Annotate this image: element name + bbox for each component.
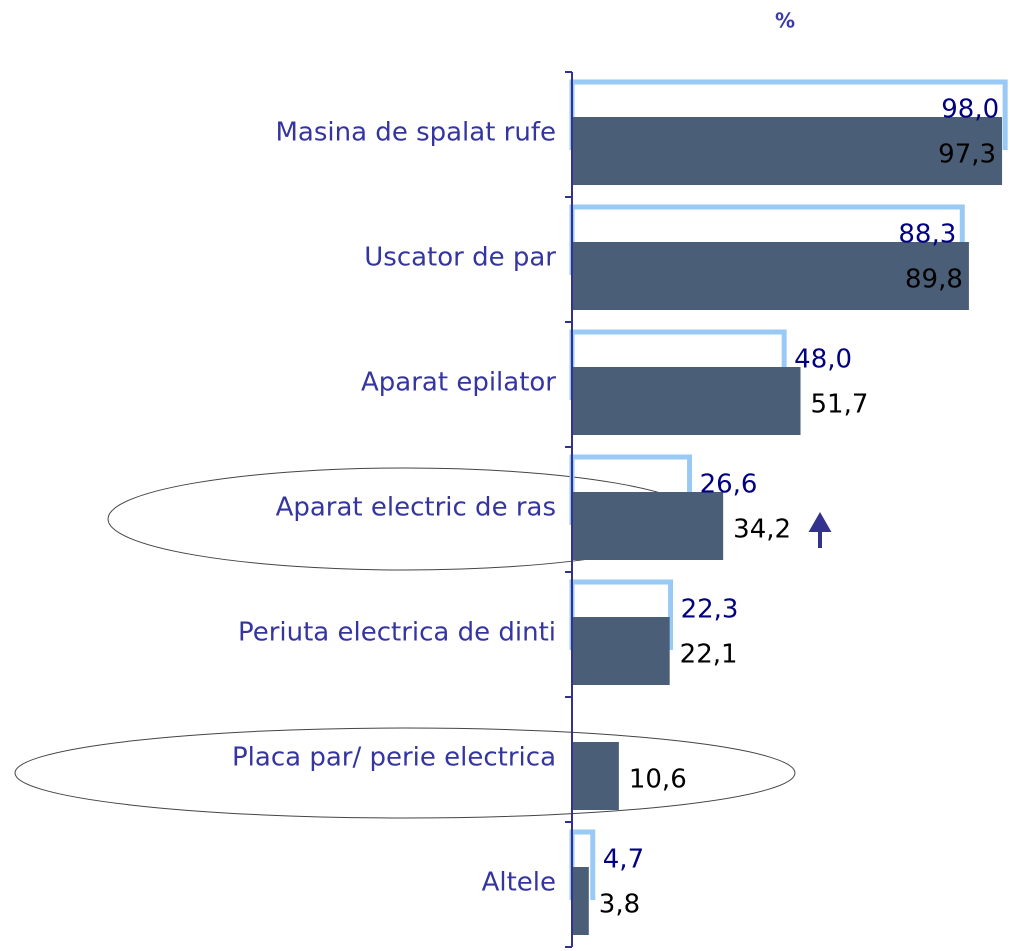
value-label: 3,8: [599, 890, 640, 920]
value-label: 98,0: [941, 95, 999, 125]
category-label: Altele: [482, 868, 556, 898]
up-arrow: [808, 511, 832, 548]
value-label: 88,3: [898, 220, 956, 250]
value-label: 34,2: [733, 515, 791, 545]
value-label: 22,1: [680, 640, 738, 670]
bar: [572, 492, 724, 560]
bar: [572, 742, 619, 810]
value-label: 89,8: [905, 265, 963, 295]
category-label: Periuta electrica de dinti: [238, 618, 556, 648]
bar: [572, 867, 589, 935]
category-label: Masina de spalat rufe: [276, 118, 557, 148]
value-label: 10,6: [629, 765, 687, 795]
bar: [572, 617, 670, 685]
highlight-ellipse: [14, 727, 796, 819]
bar: [572, 117, 1003, 185]
bar: [572, 367, 801, 435]
value-label: 26,6: [700, 470, 758, 500]
value-label: 4,7: [603, 845, 644, 875]
category-label: Aparat electric de ras: [276, 493, 556, 523]
bar: [572, 242, 969, 310]
value-label: 51,7: [811, 390, 869, 420]
category-label: Uscator de par: [364, 243, 556, 273]
chart-title: %: [775, 9, 795, 33]
category-label: Aparat epilator: [361, 368, 556, 398]
value-label: 48,0: [794, 345, 852, 375]
value-label: 22,3: [681, 595, 739, 625]
category-label: Placa par/ perie electrica: [232, 743, 556, 773]
value-label: 97,3: [938, 140, 996, 170]
